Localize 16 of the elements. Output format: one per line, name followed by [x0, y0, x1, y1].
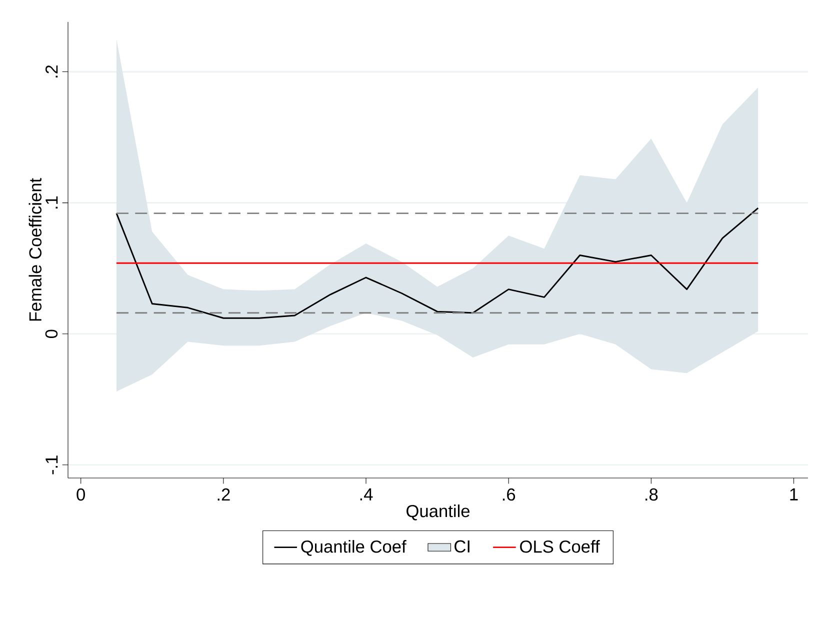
- y-tick-label: .1: [46, 196, 58, 208]
- x-tick-label: .2: [218, 488, 230, 501]
- x-axis-title: Quantile: [406, 504, 470, 520]
- y-tick-label: .2: [45, 65, 58, 78]
- line-series: [116, 207, 759, 319]
- y-tick-label: 0: [45, 330, 58, 338]
- y-tick-label: -.1: [46, 456, 58, 474]
- x-tick-label: .4: [360, 488, 373, 500]
- legend-label: CI: [454, 540, 470, 553]
- y-axis-title: Female Coefficient: [28, 178, 42, 321]
- x-tick-label: 1: [790, 488, 798, 500]
- legend-label: OLS Coeff: [520, 540, 600, 553]
- x-tick-label: 0: [76, 488, 85, 501]
- x-tick-label: .6: [502, 488, 516, 501]
- x-tick-label: .8: [646, 488, 658, 501]
- legend-label: Quantile Coef: [301, 540, 406, 556]
